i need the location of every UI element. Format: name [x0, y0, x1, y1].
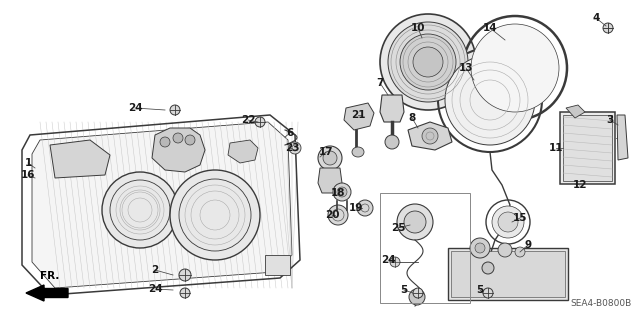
Polygon shape [152, 128, 205, 172]
Ellipse shape [352, 147, 364, 157]
Circle shape [170, 170, 260, 260]
Text: 13: 13 [459, 63, 473, 73]
Circle shape [179, 269, 191, 281]
Circle shape [180, 288, 190, 298]
Polygon shape [228, 140, 258, 163]
Polygon shape [380, 95, 404, 122]
Text: 6: 6 [286, 128, 294, 138]
Text: 20: 20 [324, 210, 339, 220]
Text: 12: 12 [573, 180, 588, 190]
Circle shape [470, 238, 490, 258]
Circle shape [357, 200, 373, 216]
Bar [563, 115, 612, 181]
Bar [448, 248, 568, 300]
Circle shape [328, 205, 348, 225]
Text: 5: 5 [476, 285, 484, 295]
Circle shape [409, 289, 425, 305]
Circle shape [333, 183, 351, 201]
Text: FR.: FR. [40, 271, 60, 281]
Circle shape [475, 243, 485, 253]
Text: 24: 24 [381, 255, 396, 265]
Text: 15: 15 [513, 213, 527, 223]
Text: 9: 9 [524, 240, 532, 250]
Circle shape [289, 142, 301, 154]
Circle shape [413, 47, 443, 77]
Text: 23: 23 [285, 143, 300, 153]
Circle shape [185, 135, 195, 145]
Circle shape [160, 137, 170, 147]
Circle shape [102, 172, 178, 248]
Polygon shape [50, 140, 110, 178]
Polygon shape [617, 115, 628, 160]
Bar [451, 251, 565, 297]
Polygon shape [32, 122, 292, 288]
Text: 16: 16 [20, 170, 35, 180]
Text: 19: 19 [349, 203, 363, 213]
Bar [265, 255, 290, 275]
Circle shape [482, 262, 494, 274]
Text: 18: 18 [331, 188, 345, 198]
Circle shape [380, 14, 476, 110]
Polygon shape [408, 122, 452, 150]
Circle shape [404, 211, 426, 233]
Text: 22: 22 [241, 115, 255, 125]
Circle shape [390, 257, 400, 267]
Circle shape [385, 135, 399, 149]
Bar [380, 193, 470, 303]
Text: 14: 14 [483, 23, 497, 33]
Circle shape [483, 288, 493, 298]
Text: SEA4-B0800B: SEA4-B0800B [571, 299, 632, 308]
Text: 17: 17 [319, 147, 333, 157]
Polygon shape [318, 168, 342, 193]
Circle shape [422, 128, 438, 144]
Circle shape [173, 133, 183, 143]
Text: 10: 10 [411, 23, 425, 33]
Text: 21: 21 [351, 110, 365, 120]
Circle shape [400, 34, 456, 90]
Text: 1: 1 [24, 158, 31, 168]
Circle shape [397, 204, 433, 240]
Circle shape [337, 187, 347, 197]
Circle shape [388, 22, 468, 102]
Circle shape [445, 55, 535, 145]
Circle shape [498, 212, 518, 232]
Circle shape [603, 23, 613, 33]
Circle shape [515, 247, 525, 257]
Circle shape [471, 24, 559, 112]
Circle shape [492, 206, 524, 238]
Text: 3: 3 [606, 115, 614, 125]
Circle shape [413, 288, 423, 298]
Circle shape [323, 151, 337, 165]
Text: 5: 5 [401, 285, 408, 295]
Text: 11: 11 [548, 143, 563, 153]
Text: 2: 2 [152, 265, 159, 275]
Text: 24: 24 [148, 284, 163, 294]
FancyArrow shape [26, 285, 68, 301]
Text: 4: 4 [592, 13, 600, 23]
Text: 25: 25 [391, 223, 405, 233]
Bar [560, 112, 615, 184]
Text: 8: 8 [408, 113, 415, 123]
Circle shape [170, 105, 180, 115]
Text: 24: 24 [128, 103, 142, 113]
Circle shape [498, 243, 512, 257]
Circle shape [255, 117, 265, 127]
Polygon shape [566, 105, 585, 118]
Circle shape [318, 146, 342, 170]
Polygon shape [344, 103, 374, 130]
Text: 7: 7 [376, 78, 384, 88]
